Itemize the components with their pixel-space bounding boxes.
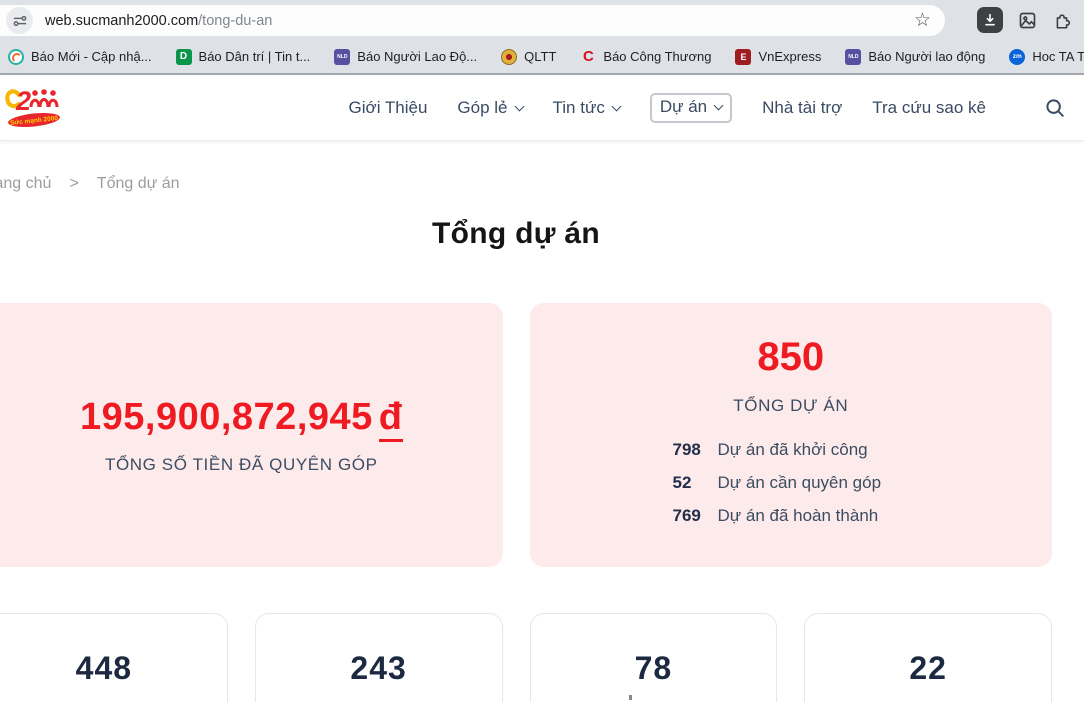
- svg-text:2: 2: [15, 86, 31, 116]
- chevron-down-icon: [713, 100, 724, 110]
- page-content: Trang chủ > Tổng dự án Tổng dự án 195,90…: [0, 175, 1052, 702]
- address-bar[interactable]: web.sucmanh2000.com/tong-du-an ☆: [0, 5, 945, 36]
- bookmark-hoc-ta[interactable]: zm Hoc TA Tan Phong: [1009, 48, 1084, 65]
- dantri-favicon: D: [175, 48, 192, 65]
- stat-row-started: 798 Dự án đã khởi công: [672, 440, 868, 459]
- chevron-down-icon: [611, 101, 622, 111]
- donation-amount: 195,900,872,945 đ: [80, 395, 403, 442]
- bookmarks-bar: Báo Mới - Cập nhậ... D Báo Dân trí | Tin…: [0, 40, 1084, 73]
- url-text[interactable]: web.sucmanh2000.com/tong-du-an: [45, 13, 272, 29]
- reading-mode-icon[interactable]: [1017, 10, 1038, 31]
- counter-cards-row: 448 243 78 22: [0, 613, 1052, 702]
- chevron-down-icon: [514, 101, 524, 111]
- url-path: /tong-du-an: [198, 12, 273, 29]
- counter-card-4: 22: [804, 613, 1052, 702]
- zalo-favicon: zm: [1009, 48, 1026, 65]
- counter-card-3: 78: [529, 613, 778, 702]
- bookmark-qltt[interactable]: QLTT: [501, 48, 557, 65]
- bookmark-nguoilaodong-1[interactable]: NLD Báo Người Lao Độ...: [334, 48, 478, 65]
- breadcrumb-home[interactable]: Trang chủ: [0, 175, 52, 192]
- bookmark-star-icon[interactable]: ☆: [913, 10, 931, 31]
- qltt-favicon: [501, 48, 518, 65]
- bookmark-label: Báo Người lao động: [868, 49, 986, 64]
- main-nav: Giới Thiệu Góp lẻ Tin tức Dự án Nhà tài …: [348, 92, 1066, 123]
- bookmark-label: Báo Công Thương: [603, 49, 712, 64]
- bookmark-label: Báo Dân trí | Tin t...: [198, 49, 311, 64]
- url-host: web.sucmanh2000.com: [45, 12, 199, 29]
- bookmark-vnexpress[interactable]: E VnExpress: [735, 48, 822, 65]
- donation-label: TỔNG SỐ TIỀN ĐÃ QUYÊN GÓP: [104, 454, 378, 474]
- nav-tin-tuc[interactable]: Tin tức: [553, 98, 622, 118]
- breadcrumb-current: Tổng dự án: [96, 175, 180, 192]
- browser-chrome: web.sucmanh2000.com/tong-du-an ☆: [0, 0, 1084, 75]
- page-title: Tổng dự án: [431, 217, 601, 250]
- projects-total-card: 850 TỔNG DỰ ÁN 798 Dự án đã khởi công 52…: [529, 303, 1052, 567]
- projects-stats: 798 Dự án đã khởi công 52 Dự án cần quyê…: [673, 440, 882, 526]
- projects-total: 850: [757, 335, 825, 379]
- counter-card-2: 243: [254, 613, 503, 702]
- nav-nha-tai-tro[interactable]: Nhà tài trợ: [762, 97, 843, 117]
- summary-cards-row: 195,900,872,945 đ TỔNG SỐ TIỀN ĐÃ QUYÊN G…: [0, 303, 1052, 567]
- nld-favicon: NLD: [845, 48, 862, 65]
- nav-tra-cuu-sao-ke[interactable]: Tra cứu sao kê: [872, 97, 986, 117]
- bookmark-label: QLTT: [524, 49, 557, 64]
- vnexpress-favicon: E: [735, 48, 752, 65]
- congthuong-favicon: C: [582, 48, 594, 65]
- bookmark-dantri[interactable]: D Báo Dân trí | Tin t...: [175, 48, 311, 65]
- chrome-divider: [0, 73, 1084, 75]
- bookmark-baomoi[interactable]: Báo Mới - Cập nhậ...: [8, 48, 152, 65]
- nav-gop-le[interactable]: Góp lẻ: [457, 98, 524, 118]
- toolbar-buttons: [977, 0, 1072, 40]
- bookmark-congthuong[interactable]: C Báo Công Thương: [580, 49, 711, 65]
- site-header: 2 Sức mạnh 2000 Giới Thiệu Góp lẻ Tin tứ…: [0, 75, 1084, 141]
- donation-total-card: 195,900,872,945 đ TỔNG SỐ TIỀN ĐÃ QUYÊN G…: [0, 303, 503, 567]
- stat-row-fundraising: 52 Dự án cần quyên góp: [672, 473, 882, 492]
- baomoi-favicon: [8, 48, 24, 65]
- mouse-cursor: [629, 695, 632, 700]
- bookmark-nguoilaodong-2[interactable]: NLD Báo Người lao động: [845, 48, 986, 65]
- bookmark-label: Báo Người Lao Độ...: [357, 49, 478, 64]
- projects-label: TỔNG DỰ ÁN: [733, 396, 849, 415]
- nav-gioi-thieu[interactable]: Giới Thiệu: [348, 97, 428, 117]
- site-settings-icon[interactable]: [6, 7, 33, 34]
- dong-currency-symbol: đ: [378, 395, 403, 442]
- download-button[interactable]: [977, 7, 1003, 33]
- nld-favicon: NLD: [334, 48, 351, 65]
- bookmark-label: VnExpress: [758, 49, 822, 64]
- bookmark-label: Hoc TA Tan Phong: [1032, 49, 1084, 64]
- breadcrumb-separator: >: [69, 175, 79, 192]
- counter-card-1: 448: [0, 613, 228, 702]
- nav-du-an[interactable]: Dự án: [649, 92, 733, 123]
- extensions-icon[interactable]: [1052, 10, 1072, 30]
- site-logo[interactable]: 2 Sức mạnh 2000: [4, 79, 68, 136]
- stat-row-completed: 769 Dự án đã hoàn thành: [672, 506, 879, 525]
- browser-toolbar: web.sucmanh2000.com/tong-du-an ☆: [0, 0, 1084, 40]
- breadcrumb: Trang chủ > Tổng dự án: [0, 175, 1052, 193]
- search-icon[interactable]: [1044, 97, 1066, 119]
- bookmark-label: Báo Mới - Cập nhậ...: [31, 49, 152, 64]
